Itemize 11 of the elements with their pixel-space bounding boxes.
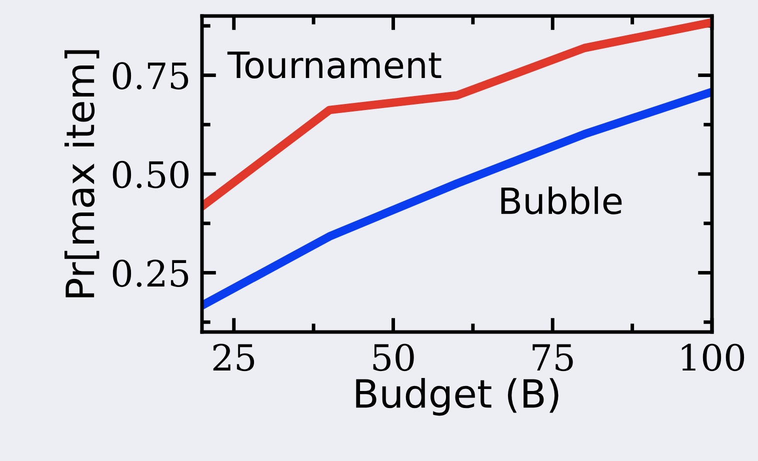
x-tick-label: 25 bbox=[213, 344, 254, 372]
y-tick-label: 0.50 bbox=[112, 160, 188, 188]
series-label: Bubble bbox=[501, 186, 622, 214]
x-tick-label: 75 bbox=[532, 344, 573, 372]
y-tick-label: 0.75 bbox=[112, 62, 188, 90]
x-tick-label: 50 bbox=[373, 344, 414, 372]
y-tick-label: 0.25 bbox=[112, 260, 188, 287]
x-axis-title: Budget (B) bbox=[356, 378, 558, 416]
x-tick-label: 100 bbox=[682, 344, 744, 372]
series-label: Tournament bbox=[227, 52, 442, 79]
y-axis-title: Pr[max item] bbox=[64, 50, 100, 298]
